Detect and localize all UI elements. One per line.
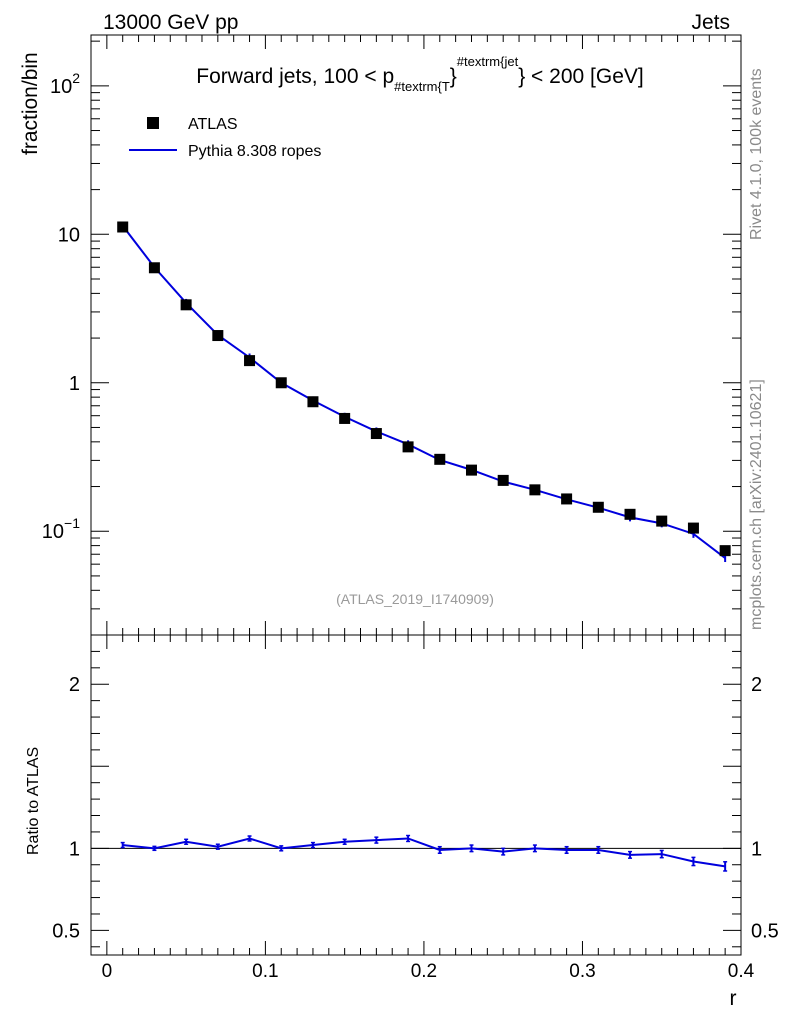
atlas-point	[370, 428, 382, 440]
atlas-point	[434, 453, 446, 465]
atlas-point	[244, 355, 256, 367]
ratio-y-tick-label-right: 1	[751, 838, 762, 860]
ratio-y-axis-label: Ratio to ATLAS	[25, 747, 42, 855]
ratio-y-tick-label-left: 1	[69, 838, 80, 860]
ratio-panel: 0.5 0.51 12 2 0 0.1 0.2 0.3 0.4 Ratio to ATLAS …	[25, 634, 779, 1010]
ratio-y-tick-labels: 0.5 0.5 1 1 2 2	[52, 674, 779, 942]
atlas-point	[117, 221, 129, 233]
atlas-point	[180, 299, 192, 311]
y-tick-label: 1	[69, 373, 80, 395]
atlas-point	[687, 522, 699, 534]
x-tick-label: 0.2	[411, 961, 437, 982]
ratio-curve	[122, 837, 726, 868]
atlas-point	[719, 545, 731, 557]
y-tick-exponent: −1	[64, 515, 80, 531]
title-tail: < 200 [GeV]	[525, 65, 644, 88]
pythia-curve	[121, 225, 726, 559]
legend-atlas-marker	[147, 117, 159, 129]
header-left: 13000 GeV pp	[103, 11, 238, 34]
y-tick-base: 10	[42, 521, 64, 543]
legend-atlas-label: ATLAS	[188, 116, 238, 133]
atlas-point	[497, 474, 509, 486]
atlas-point	[307, 396, 319, 408]
legend-pythia-label: Pythia 8.308 ropes	[188, 143, 321, 160]
ratio-y-tick-label-left: 2	[69, 674, 80, 696]
x-axis-label: r	[730, 987, 737, 1010]
header-right: Jets	[691, 11, 730, 34]
ratio-frame	[90, 634, 742, 956]
ratio-y-tick-label-left: 0.5	[52, 920, 80, 942]
ratio-y-tick-label-right: 2	[751, 674, 762, 696]
atlas-point	[212, 330, 224, 342]
main-data-layer	[117, 221, 731, 563]
x-tick-label: 0.3	[569, 961, 595, 982]
title-main: Forward jets, 100 < p	[196, 65, 394, 88]
ratio-axis-ticks	[91, 635, 742, 955]
x-tick-label: 0.4	[728, 961, 755, 982]
side-label-mcplots: mcplots.cern.ch [arXiv:2401.10621]	[748, 379, 765, 630]
y-tick-label: 10	[58, 224, 80, 246]
atlas-point	[465, 464, 477, 476]
atlas-point	[402, 441, 414, 453]
atlas-point	[592, 501, 604, 513]
title-brace-2: }	[518, 65, 525, 88]
atlas-point	[529, 484, 541, 496]
atlas-point	[275, 377, 287, 389]
y-tick-exponent: 2	[72, 70, 80, 86]
atlas-point	[148, 262, 160, 274]
atlas-point	[656, 515, 668, 527]
ratio-x-tick-labels: 0 0.1 0.2 0.3 0.4	[102, 961, 755, 982]
legend: ATLAS Pythia 8.308 ropes	[129, 116, 321, 160]
y-tick-label: 10−1	[42, 515, 80, 543]
ratio-data-layer	[91, 834, 741, 872]
y-tick-base: 10	[50, 76, 72, 98]
title-superscript: #textrm{jet	[457, 54, 519, 69]
x-tick-label: 0	[102, 961, 113, 982]
main-y-axis-label: fraction/bin	[19, 52, 42, 155]
x-tick-label: 0.1	[252, 961, 278, 982]
y-tick-label: 102	[50, 70, 80, 98]
ratio-y-tick-label-right: 0.5	[751, 920, 779, 942]
title-brace-1: }	[450, 65, 457, 88]
main-axis-ticks	[91, 35, 742, 636]
main-title: Forward jets, 100 < p#textrm{T}#textrm{j…	[196, 54, 643, 94]
atlas-point	[339, 412, 351, 424]
watermark: (ATLAS_2019_I1740909)	[336, 591, 494, 607]
atlas-point	[624, 508, 636, 520]
side-label-rivet: Rivet 4.1.0, 100k events	[748, 68, 765, 240]
title-subscript: #textrm{T	[394, 79, 450, 94]
atlas-point	[561, 493, 573, 505]
